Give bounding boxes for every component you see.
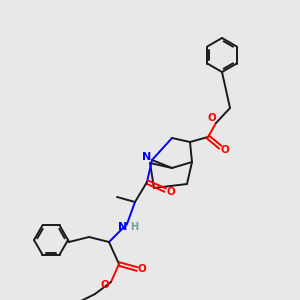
Text: O: O bbox=[100, 280, 109, 290]
Text: O: O bbox=[167, 187, 176, 197]
Text: N: N bbox=[118, 222, 127, 232]
Text: H: H bbox=[130, 222, 138, 232]
Text: N: N bbox=[142, 152, 152, 162]
Text: O: O bbox=[138, 264, 146, 274]
Text: O: O bbox=[208, 113, 216, 123]
Text: O: O bbox=[220, 145, 230, 155]
